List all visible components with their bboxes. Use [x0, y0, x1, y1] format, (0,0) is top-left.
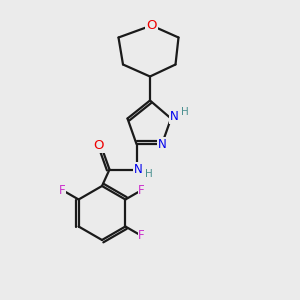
Text: O: O: [146, 19, 157, 32]
Text: F: F: [59, 184, 66, 197]
Text: F: F: [138, 184, 145, 197]
Text: O: O: [94, 139, 104, 152]
Text: N: N: [170, 110, 179, 124]
Text: N: N: [158, 137, 166, 151]
Text: H: H: [181, 107, 188, 117]
Text: N: N: [134, 163, 142, 176]
Text: F: F: [138, 229, 145, 242]
Text: H: H: [145, 169, 153, 179]
